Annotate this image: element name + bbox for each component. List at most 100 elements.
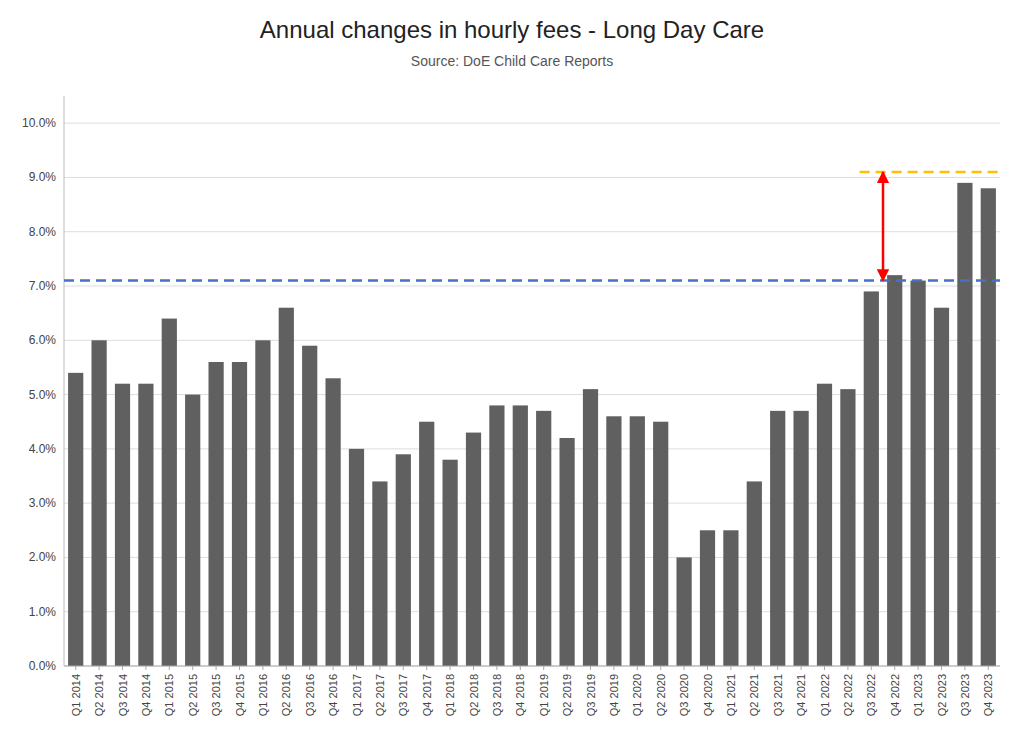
grid-line	[64, 231, 1000, 232]
bar	[840, 389, 855, 666]
grid-line	[64, 611, 1000, 612]
y-tick-label: 1.0%	[29, 605, 57, 619]
x-tick	[99, 666, 100, 670]
x-tick	[379, 666, 380, 670]
x-tick	[169, 666, 170, 670]
x-tick-label: Q1 2020	[631, 674, 643, 716]
x-tick	[988, 666, 989, 670]
x-tick	[75, 666, 76, 670]
bar	[185, 395, 200, 666]
bar	[910, 281, 925, 666]
y-tick-label: 2.0%	[29, 550, 57, 564]
x-tick	[567, 666, 568, 670]
bar	[747, 481, 762, 666]
bar	[349, 449, 364, 666]
x-tick-label: Q2 2018	[468, 674, 480, 716]
reference-line	[64, 279, 1000, 282]
bar	[442, 460, 457, 666]
x-tick-label: Q3 2019	[585, 674, 597, 716]
x-tick	[216, 666, 217, 670]
x-tick	[543, 666, 544, 670]
x-tick-label: Q1 2021	[725, 674, 737, 716]
x-tick-label: Q1 2015	[163, 674, 175, 716]
x-tick	[613, 666, 614, 670]
x-tick-label: Q3 2016	[304, 674, 316, 716]
x-tick-label: Q4 2021	[795, 674, 807, 716]
bar	[793, 411, 808, 666]
title: Annual changes in hourly fees - Long Day…	[260, 16, 764, 43]
subtitle: Source: DoE Child Care Reports	[411, 53, 613, 69]
x-tick	[660, 666, 661, 670]
grid-line	[64, 503, 1000, 504]
y-tick-label: 9.0%	[29, 170, 57, 184]
bar	[700, 530, 715, 666]
x-tick	[403, 666, 404, 670]
bar	[162, 319, 177, 666]
chart: Annual changes in hourly fees - Long Day…	[0, 0, 1024, 744]
grid-line	[64, 123, 1000, 124]
x-tick-label: Q4 2017	[421, 674, 433, 716]
reference-line	[860, 171, 1000, 174]
x-tick-label: Q3 2015	[210, 674, 222, 716]
x-tick	[286, 666, 287, 670]
grid	[64, 123, 1000, 666]
bar	[372, 481, 387, 666]
bar	[489, 405, 504, 666]
x-tick-label: Q1 2022	[819, 674, 831, 716]
x-tick-label: Q2 2015	[187, 674, 199, 716]
bar	[817, 384, 832, 666]
x-tick	[520, 666, 521, 670]
x-tick-label: Q4 2015	[234, 674, 246, 716]
x-tick	[824, 666, 825, 670]
x-tick	[847, 666, 848, 670]
x-tick	[964, 666, 965, 670]
x-tick-label: Q3 2018	[491, 674, 503, 716]
x-tick	[122, 666, 123, 670]
x-tick-label: Q1 2014	[70, 674, 82, 716]
x-axis-line	[64, 666, 1000, 667]
x-tick	[637, 666, 638, 670]
x-tick-label: Q4 2019	[608, 674, 620, 716]
bar	[934, 308, 949, 666]
x-tick-label: Q2 2014	[93, 674, 105, 716]
bar	[279, 308, 294, 666]
y-tick-label: 7.0%	[29, 279, 57, 293]
x-tick	[801, 666, 802, 670]
bar	[208, 362, 223, 666]
grid-line	[64, 448, 1000, 449]
bar	[653, 422, 668, 666]
x-tick-label: Q1 2023	[912, 674, 924, 716]
bar	[770, 411, 785, 666]
x-tick-label: Q3 2023	[959, 674, 971, 716]
x-tick-label: Q1 2019	[538, 674, 550, 716]
x-tick	[941, 666, 942, 670]
x-tick-label: Q4 2020	[702, 674, 714, 716]
x-tick	[918, 666, 919, 670]
bar	[513, 405, 528, 666]
x-tick-label: Q2 2019	[561, 674, 573, 716]
bar	[466, 433, 481, 666]
bar	[325, 378, 340, 666]
x-tick	[754, 666, 755, 670]
grid-line	[64, 286, 1000, 287]
x-tick-label: Q1 2018	[444, 674, 456, 716]
arrow	[882, 172, 885, 281]
x-tick	[145, 666, 146, 670]
bar	[981, 188, 996, 666]
bar	[864, 291, 879, 666]
bar	[419, 422, 434, 666]
x-tick-label: Q3 2017	[397, 674, 409, 716]
y-tick-label: 10.0%	[22, 116, 56, 130]
bar	[723, 530, 738, 666]
x-tick	[262, 666, 263, 670]
y-axis-line	[64, 96, 65, 666]
bar	[630, 416, 645, 666]
bar	[583, 389, 598, 666]
grid-line	[64, 177, 1000, 178]
x-tick	[473, 666, 474, 670]
x-tick	[239, 666, 240, 670]
bar	[68, 373, 83, 666]
x-tick-label: Q1 2016	[257, 674, 269, 716]
bar	[255, 340, 270, 666]
x-tick	[894, 666, 895, 670]
